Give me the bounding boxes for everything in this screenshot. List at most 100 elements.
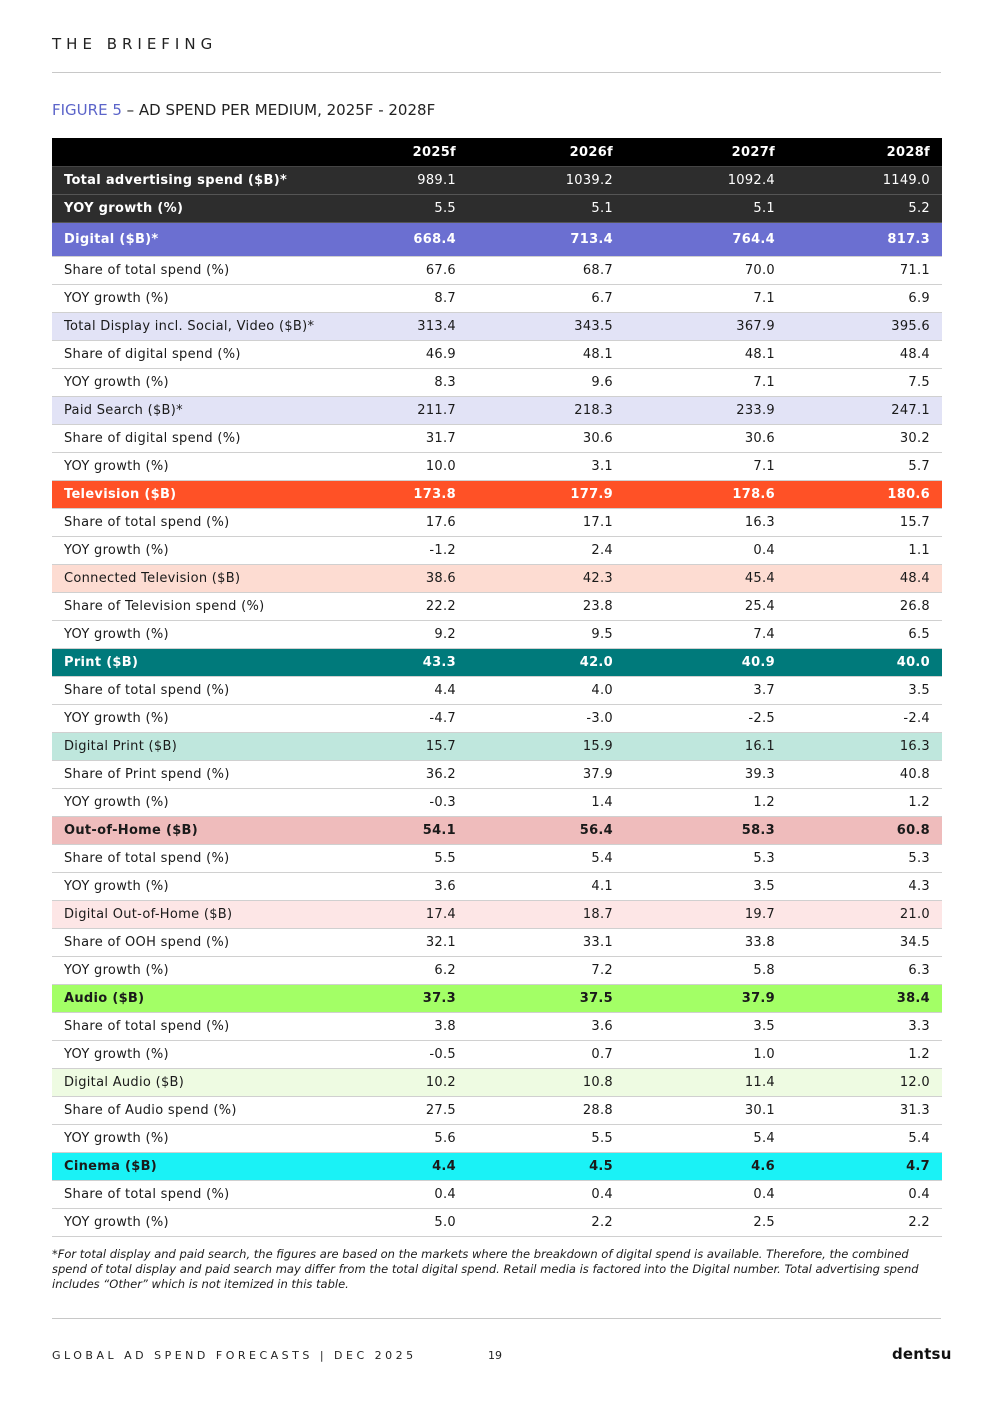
cell-value: 5.1 <box>613 194 775 223</box>
cell-value: 2.2 <box>775 1208 942 1237</box>
table-row: YOY growth (%) 10.0 3.1 7.1 5.7 <box>52 452 942 481</box>
table-row: Total advertising spend ($B)* 989.1 1039.2… <box>52 166 942 195</box>
row-label: Cinema ($B) <box>52 1152 352 1181</box>
footer-report-name: GLOBAL AD SPEND FORECASTS | DEC 2025 <box>52 1349 417 1362</box>
cell-value: 1.4 <box>456 788 613 817</box>
cell-value: 56.4 <box>456 816 613 845</box>
cell-value: 4.5 <box>456 1152 613 1181</box>
cell-value: 10.0 <box>352 452 456 481</box>
cell-value: 3.6 <box>352 872 456 901</box>
row-label: Share of digital spend (%) <box>52 340 352 369</box>
cell-value: 1092.4 <box>613 166 775 195</box>
table-row: Digital ($B)* 668.4 713.4 764.4 817.3 <box>52 222 942 257</box>
cell-value: 4.4 <box>352 1152 456 1181</box>
cell-value: 0.4 <box>613 536 775 565</box>
table-row: Audio ($B) 37.3 37.5 37.9 38.4 <box>52 984 942 1013</box>
cell-value: 25.4 <box>613 592 775 621</box>
table-row: Out-of-Home ($B) 54.1 56.4 58.3 60.8 <box>52 816 942 845</box>
cell-value: 48.4 <box>775 564 942 593</box>
cell-value: -4.7 <box>352 704 456 733</box>
cell-value: 7.4 <box>613 620 775 649</box>
footer-divider <box>52 1318 941 1319</box>
cell-value: 42.0 <box>456 648 613 677</box>
cell-value: 6.5 <box>775 620 942 649</box>
cell-value: 4.6 <box>613 1152 775 1181</box>
cell-value: 177.9 <box>456 480 613 509</box>
cell-value: 0.4 <box>613 1180 775 1209</box>
table-row: Share of OOH spend (%) 32.1 33.1 33.8 34.5 <box>52 928 942 957</box>
cell-value: 1.2 <box>775 788 942 817</box>
cell-value: 28.8 <box>456 1096 613 1125</box>
row-label: YOY growth (%) <box>52 536 352 565</box>
cell-value: 4.0 <box>456 676 613 705</box>
cell-value: 38.4 <box>775 984 942 1013</box>
cell-value: 7.2 <box>456 956 613 985</box>
cell-value: 1149.0 <box>775 166 942 195</box>
row-label: Share of Audio spend (%) <box>52 1096 352 1125</box>
cell-value: 71.1 <box>775 256 942 285</box>
cell-value: 1.2 <box>613 788 775 817</box>
cell-value: 18.7 <box>456 900 613 929</box>
cell-value: 27.5 <box>352 1096 456 1125</box>
cell-value: -3.0 <box>456 704 613 733</box>
cell-value: 218.3 <box>456 396 613 425</box>
row-label: Share of OOH spend (%) <box>52 928 352 957</box>
cell-value: 16.3 <box>775 732 942 761</box>
cell-value: 5.6 <box>352 1124 456 1153</box>
row-label: Out-of-Home ($B) <box>52 816 352 845</box>
row-label: Share of Print spend (%) <box>52 760 352 789</box>
row-label: YOY growth (%) <box>52 872 352 901</box>
table-row: Share of Audio spend (%) 27.5 28.8 30.1 31.3 <box>52 1096 942 1125</box>
cell-value: 37.9 <box>456 760 613 789</box>
cell-value: 5.5 <box>352 194 456 223</box>
cell-value: 42.3 <box>456 564 613 593</box>
table-row: Share of Print spend (%) 36.2 37.9 39.3 40.8 <box>52 760 942 789</box>
cell-value: -1.2 <box>352 536 456 565</box>
cell-value: 211.7 <box>352 396 456 425</box>
cell-value: 17.6 <box>352 508 456 537</box>
cell-value: 16.1 <box>613 732 775 761</box>
cell-value: 1.1 <box>775 536 942 565</box>
cell-value: 764.4 <box>613 222 775 257</box>
cell-value: 395.6 <box>775 312 942 341</box>
cell-value: 4.4 <box>352 676 456 705</box>
cell-value: 40.9 <box>613 648 775 677</box>
cell-value: 5.0 <box>352 1208 456 1237</box>
row-label: Share of total spend (%) <box>52 256 352 285</box>
cell-value: 33.1 <box>456 928 613 957</box>
cell-value: 7.1 <box>613 368 775 397</box>
cell-value: 989.1 <box>352 166 456 195</box>
table-row: YOY growth (%) 8.3 9.6 7.1 7.5 <box>52 368 942 397</box>
row-label: Digital Audio ($B) <box>52 1068 352 1097</box>
cell-value: 30.1 <box>613 1096 775 1125</box>
cell-value: 1039.2 <box>456 166 613 195</box>
table-row: Print ($B) 43.3 42.0 40.9 40.0 <box>52 648 942 677</box>
cell-value: 17.1 <box>456 508 613 537</box>
cell-value: 817.3 <box>775 222 942 257</box>
table-row: Digital Audio ($B) 10.2 10.8 11.4 12.0 <box>52 1068 942 1097</box>
cell-value: 4.1 <box>456 872 613 901</box>
row-label: Digital Out-of-Home ($B) <box>52 900 352 929</box>
row-label: YOY growth (%) <box>52 1124 352 1153</box>
cell-value: 15.9 <box>456 732 613 761</box>
cell-value: 37.9 <box>613 984 775 1013</box>
table-row: Digital Print ($B) 15.7 15.9 16.1 16.3 <box>52 732 942 761</box>
cell-value: 31.3 <box>775 1096 942 1125</box>
table-row: YOY growth (%) 8.7 6.7 7.1 6.9 <box>52 284 942 313</box>
cell-value: 32.1 <box>352 928 456 957</box>
cell-value: 17.4 <box>352 900 456 929</box>
row-label: YOY growth (%) <box>52 194 352 223</box>
column-header-2026f: 2026f <box>456 138 613 167</box>
header-divider <box>52 72 941 73</box>
column-header-label <box>52 138 352 167</box>
column-header-2027f: 2027f <box>613 138 775 167</box>
cell-value: 34.5 <box>775 928 942 957</box>
cell-value: 3.5 <box>613 1012 775 1041</box>
cell-value: 30.6 <box>456 424 613 453</box>
table-header-row: 2025f 2026f 2027f 2028f <box>52 138 942 167</box>
table-row: Share of digital spend (%) 46.9 48.1 48.1 48… <box>52 340 942 369</box>
cell-value: 48.1 <box>613 340 775 369</box>
row-label: Share of Television spend (%) <box>52 592 352 621</box>
cell-value: 2.4 <box>456 536 613 565</box>
cell-value: 26.8 <box>775 592 942 621</box>
